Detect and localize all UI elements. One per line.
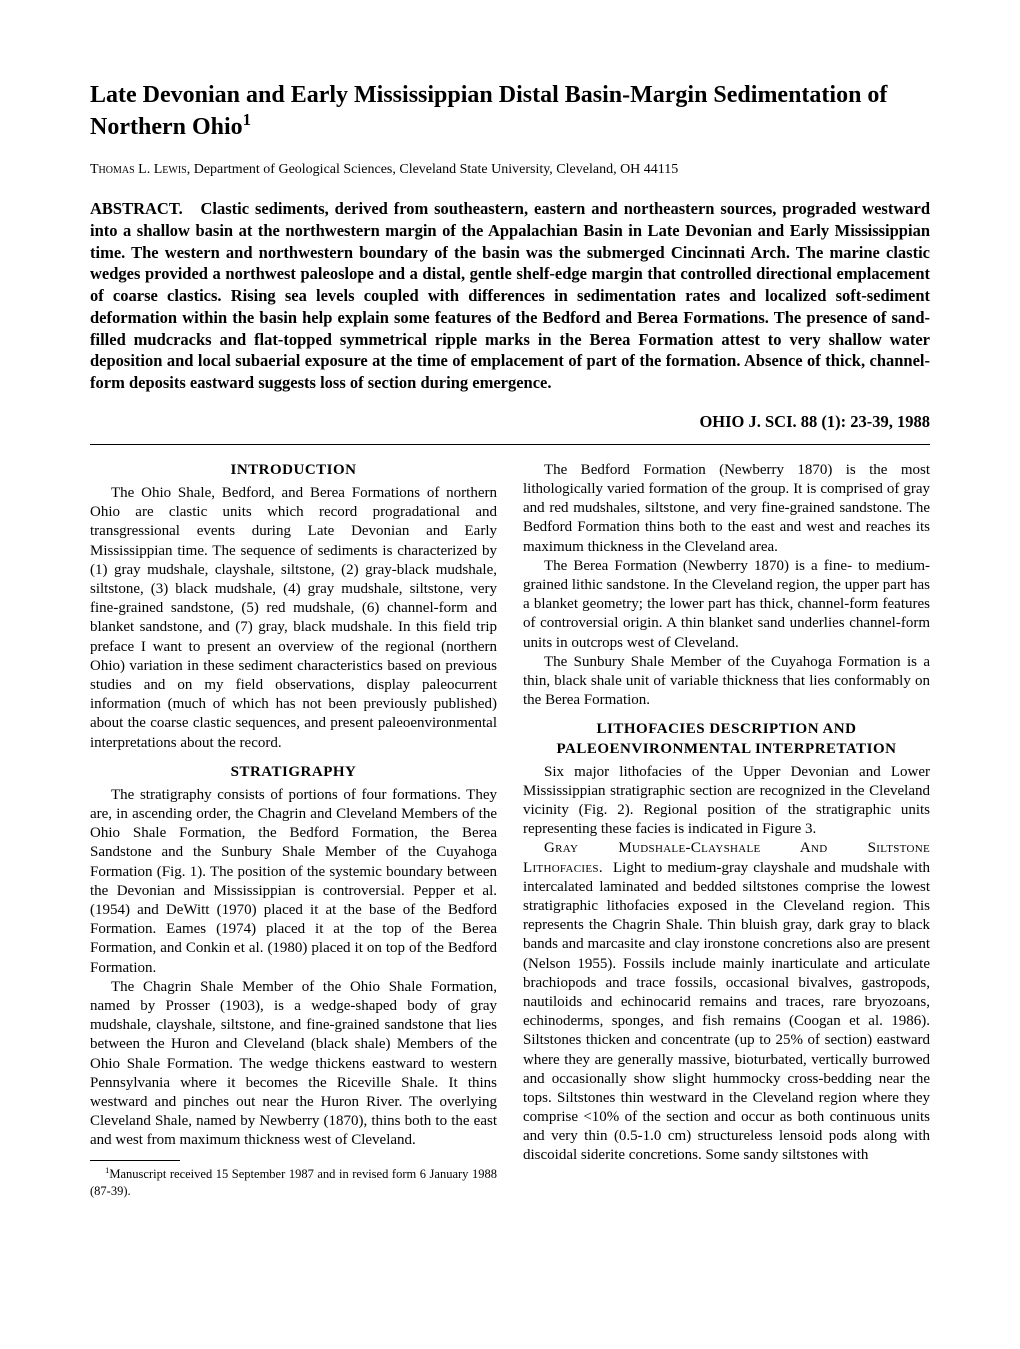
strat-paragraph-2: The Chagrin Shale Member of the Ohio Sha… — [90, 978, 497, 1151]
strat-paragraph-5: The Sunbury Shale Member of the Cuyahoga… — [523, 653, 930, 711]
author-line: Thomas L. Lewis, Department of Geologica… — [90, 162, 930, 178]
litho-paragraph-2: Gray Mudshale-Clayshale And Siltstone Li… — [523, 839, 930, 1165]
title-text: Late Devonian and Early Mississippian Di… — [90, 82, 887, 140]
journal-reference: OHIO J. SCI. 88 (1): 23-39, 1988 — [90, 412, 930, 432]
abstract-text: Clastic sediments, derived from southeas… — [90, 199, 930, 392]
heading-lithofacies: LITHOFACIES DESCRIPTION AND PALEOENVIRON… — [523, 720, 930, 758]
heading-introduction: INTRODUCTION — [90, 461, 497, 480]
litho-paragraph-1: Six major lithofacies of the Upper Devon… — [523, 763, 930, 840]
strat-paragraph-1: The stratigraphy consists of portions of… — [90, 786, 497, 978]
strat-paragraph-4: The Berea Formation (Newberry 1870) is a… — [523, 557, 930, 653]
abstract-block: ABSTRACT. Clastic sediments, derived fro… — [90, 198, 930, 394]
footnote-block: 1Manuscript received 15 September 1987 a… — [90, 1160, 497, 1198]
heading-stratigraphy: STRATIGRAPHY — [90, 763, 497, 782]
footnote-text: 1Manuscript received 15 September 1987 a… — [90, 1165, 497, 1198]
divider-rule — [90, 444, 930, 445]
intro-paragraph-1: The Ohio Shale, Bedford, and Berea Forma… — [90, 484, 497, 753]
litho-paragraph-2-text: Light to medium-gray clayshale and mudsh… — [523, 860, 930, 1164]
author-affiliation: , Department of Geological Sciences, Cle… — [187, 162, 679, 177]
paper-title: Late Devonian and Early Mississippian Di… — [90, 80, 930, 142]
body-columns: INTRODUCTION The Ohio Shale, Bedford, an… — [90, 461, 930, 1199]
title-footnote-marker: 1 — [243, 110, 251, 129]
author-name: Thomas L. Lewis — [90, 162, 187, 177]
footnote-body: Manuscript received 15 September 1987 an… — [90, 1168, 497, 1198]
footnote-separator — [90, 1160, 180, 1161]
abstract-label: ABSTRACT. — [90, 199, 183, 218]
strat-paragraph-3: The Bedford Formation (Newberry 1870) is… — [523, 461, 930, 557]
